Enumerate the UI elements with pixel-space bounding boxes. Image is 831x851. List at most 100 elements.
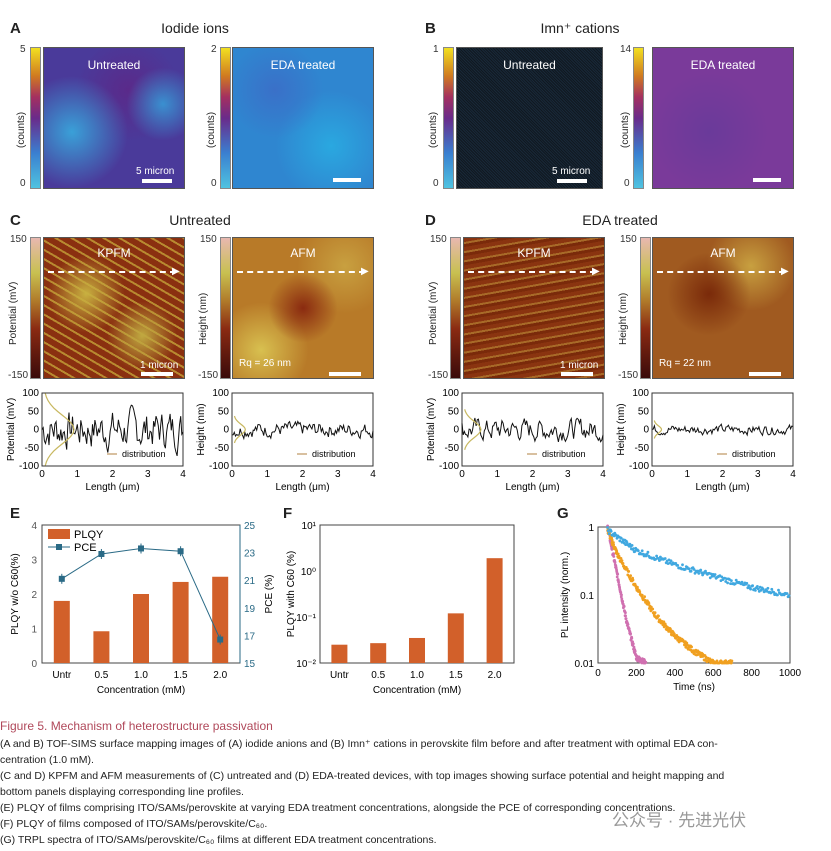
data-point — [620, 593, 623, 597]
arrow-head-icon: ▶ — [172, 266, 180, 277]
y-axis-label: Potential (mV) — [426, 398, 437, 461]
y-tick-label: 0 — [453, 425, 459, 436]
caption-line: (E) PLQY of films comprising ITO/SAMs/pe… — [0, 802, 676, 814]
map-label: KPFM — [517, 246, 551, 260]
bar — [409, 637, 425, 663]
scale-bar — [329, 372, 361, 376]
panel-b-title: Imn⁺ cations — [540, 20, 620, 36]
cb-unit: (counts) — [620, 111, 631, 148]
y2-tick-label: 17 — [244, 631, 256, 642]
panel-e-label: E — [10, 505, 21, 522]
data-point — [636, 585, 639, 589]
y-tick-label: 50 — [638, 406, 650, 417]
y-tick-label: 100 — [442, 388, 459, 399]
data-point — [713, 573, 717, 576]
map-imn-untreated: Untreated 5 micron — [456, 47, 603, 189]
data-point — [772, 590, 776, 594]
colorbar — [30, 47, 41, 189]
y-tick-label: 10¹ — [302, 521, 317, 532]
bar-plqy — [172, 581, 189, 663]
x-tick-label: 200 — [628, 668, 645, 679]
data-point — [720, 575, 724, 579]
watermark: 公众号 · 先进光伏 — [612, 811, 747, 830]
data-point — [615, 575, 619, 579]
x-tick-label: 2.0 — [488, 670, 502, 681]
data-point — [610, 538, 614, 542]
x-tick-label: 0.5 — [94, 670, 108, 681]
x-tick-label: 3 — [335, 469, 341, 480]
x-tick-label: 1000 — [779, 668, 802, 679]
data-point — [704, 569, 707, 573]
y-tick-label: 100 — [22, 388, 39, 399]
data-point — [647, 601, 651, 605]
plot-frame — [231, 392, 374, 467]
map-iodide-untreated: Untreated 5 micron — [43, 47, 185, 189]
data-point — [609, 529, 613, 533]
caption-line: bottom panels displaying corresponding l… — [0, 786, 244, 798]
caption-line: centration (1.0 mM). — [0, 754, 94, 766]
data-point — [669, 559, 673, 563]
panel-f-label: F — [283, 505, 293, 522]
data-point — [787, 594, 791, 597]
data-point — [730, 579, 733, 582]
data-point — [606, 526, 609, 529]
y-tick-label: 0 — [643, 425, 649, 436]
panel-b-label: B — [425, 20, 436, 37]
data-point — [785, 592, 789, 595]
data-point — [613, 560, 617, 564]
colorbar — [220, 47, 231, 189]
data-point — [770, 587, 774, 591]
y-tick-label: 0.1 — [580, 591, 594, 602]
distribution-curve — [233, 415, 246, 444]
x-tick-label: 0 — [229, 469, 235, 480]
y2-tick-label: 25 — [244, 521, 256, 532]
data-point — [624, 617, 628, 620]
plot-frame — [651, 392, 794, 467]
data-point — [617, 580, 620, 584]
y-tick-label: 50 — [448, 406, 460, 417]
data-point — [633, 650, 637, 653]
data-point — [669, 627, 672, 631]
data-point — [715, 659, 719, 663]
y-axis-label: Potential (mV) — [6, 398, 17, 461]
y-tick-label: 10⁻² — [296, 659, 316, 670]
cb-min: 0 — [211, 178, 217, 189]
data-point — [657, 614, 660, 618]
panel-a-label: A — [10, 20, 21, 37]
data-point — [681, 563, 684, 567]
cb-max: 2 — [211, 44, 217, 55]
cb-max: 1 — [433, 44, 439, 55]
data-point — [638, 590, 642, 594]
map-label: Untreated — [87, 58, 141, 72]
caption-body: (A and B) TOF-SIMS surface mapping image… — [0, 736, 724, 848]
x-tick-label: 3 — [755, 469, 761, 480]
bar-plqy — [53, 600, 70, 663]
data-point — [619, 536, 623, 540]
data-point — [756, 587, 760, 591]
data-point — [632, 645, 636, 649]
y-tick-label: 0 — [33, 425, 39, 436]
cb-max: 5 — [20, 44, 26, 55]
cb-min: -150 — [8, 370, 29, 381]
map-kpfm: KPFM ▶ 1 micron — [43, 237, 185, 379]
cb-min: -150 — [618, 370, 639, 381]
y-tick-label: -50 — [215, 443, 230, 454]
cb-min: 0 — [433, 178, 439, 189]
legend-label: distribution — [312, 449, 356, 459]
data-point — [689, 569, 693, 573]
data-point — [676, 564, 680, 567]
data-point — [627, 570, 631, 573]
data-point — [726, 581, 729, 585]
x-tick-label: 800 — [743, 668, 760, 679]
data-point — [618, 539, 622, 543]
x-tick-label: 4 — [600, 469, 606, 480]
map-label: AFM — [710, 246, 736, 260]
y-axis-label: PLQY with C60 (%) — [286, 551, 297, 638]
x-tick-label: 2 — [530, 469, 536, 480]
y-tick-label: 50 — [28, 406, 40, 417]
distribution-curve — [464, 409, 482, 450]
colorbar — [30, 237, 41, 379]
legend-label: PLQY — [74, 529, 104, 541]
cb-axis-label: Height (nm) — [618, 292, 629, 345]
data-point — [754, 589, 757, 592]
